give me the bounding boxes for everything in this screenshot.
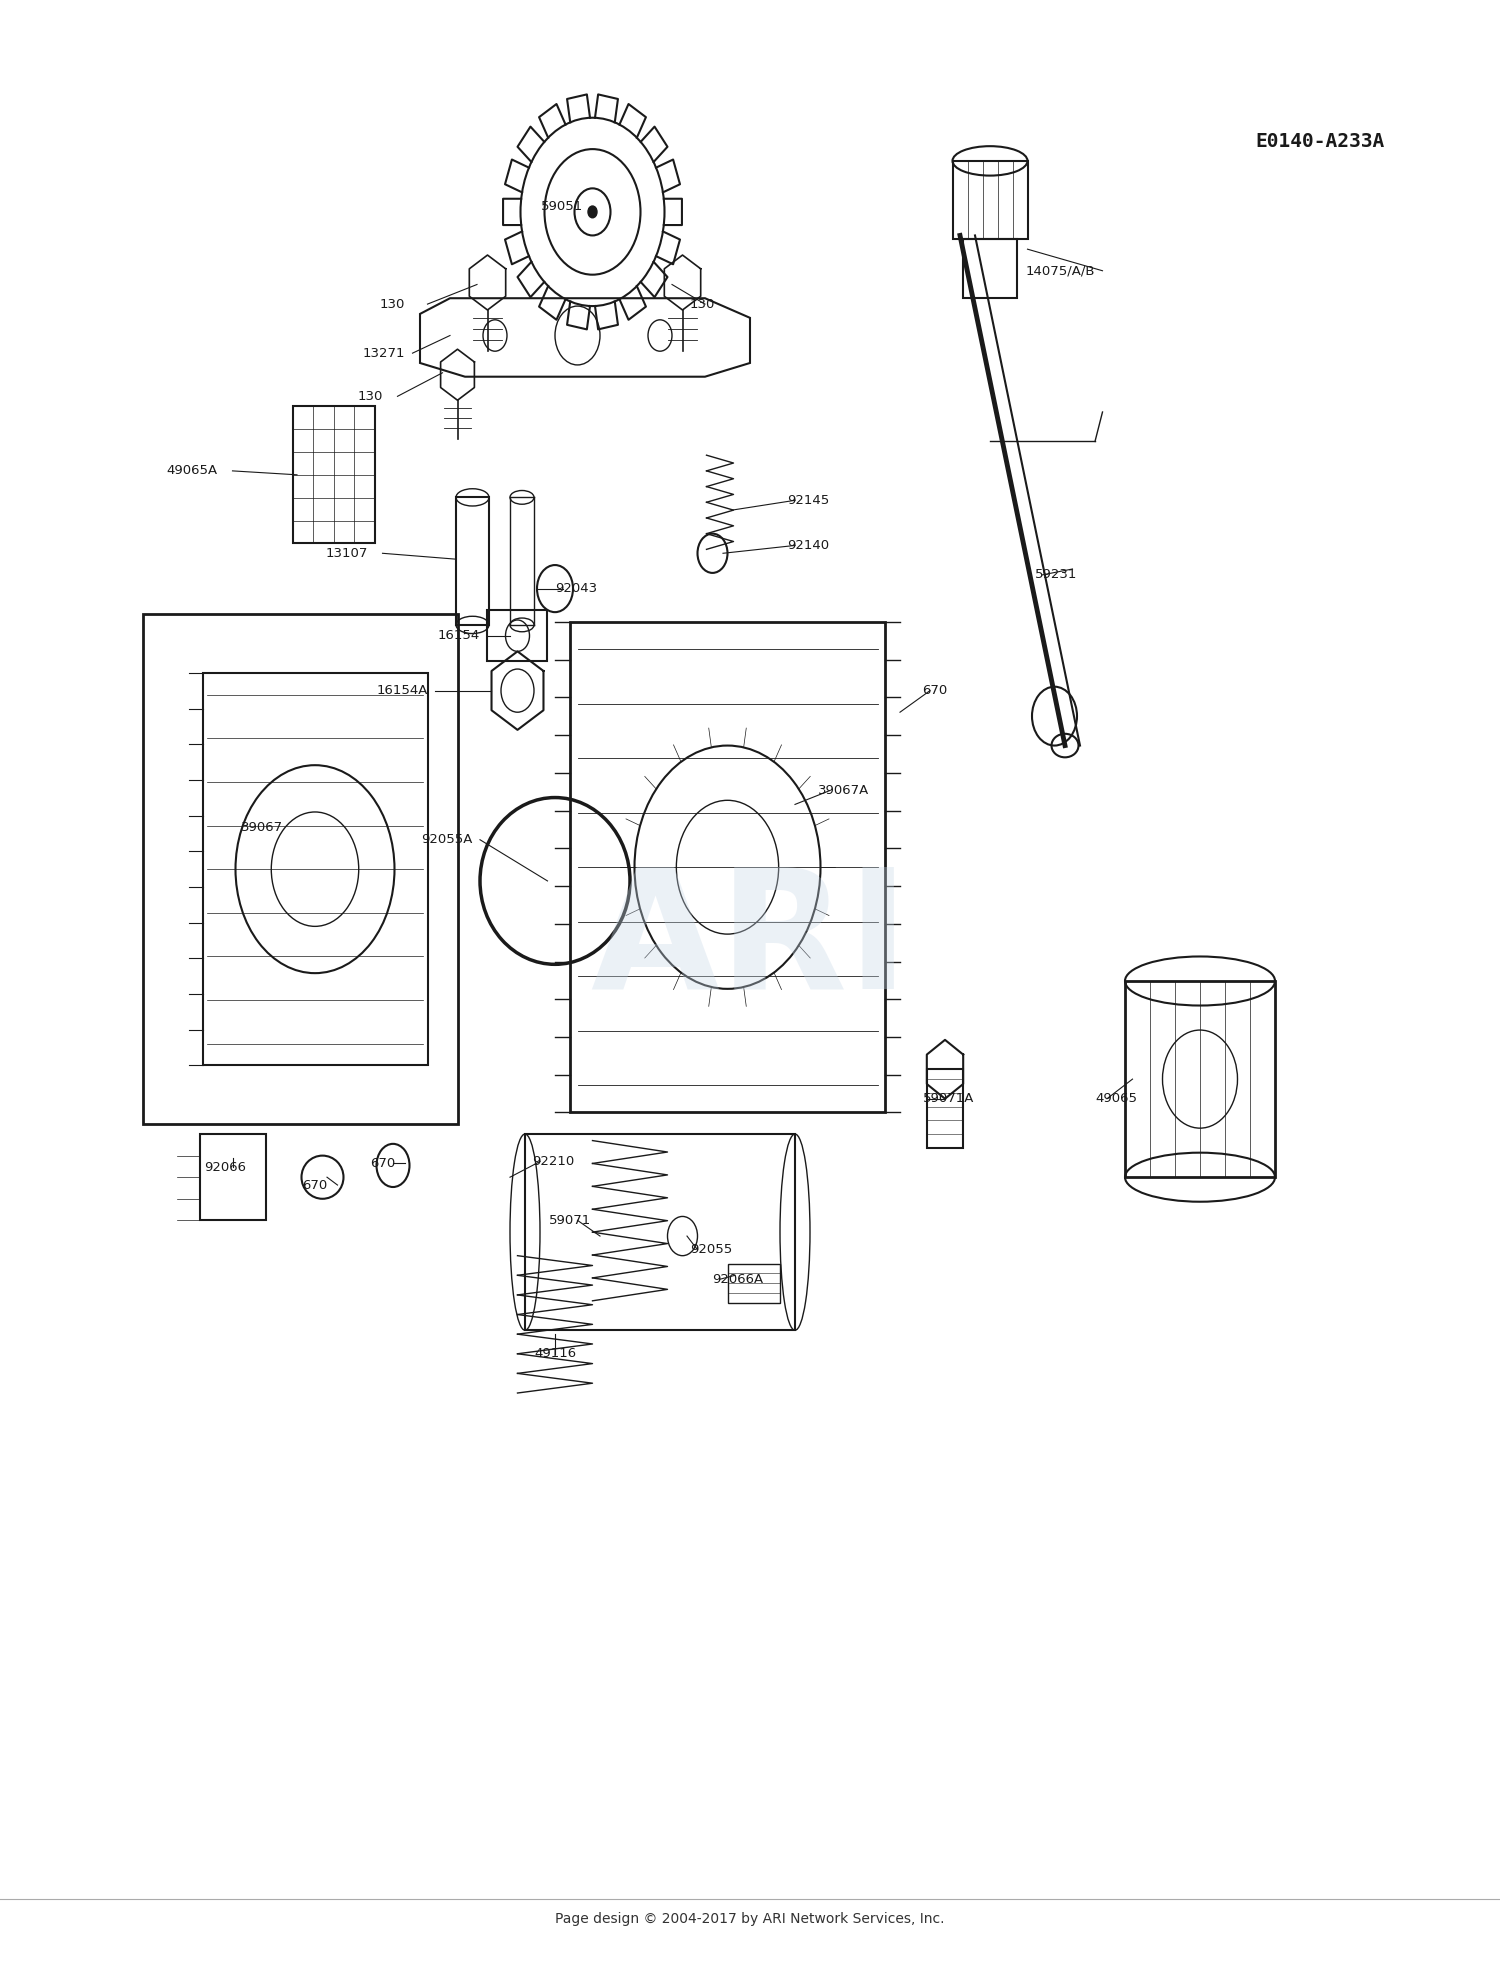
Text: 16154A: 16154A (376, 685, 427, 697)
Text: 670: 670 (370, 1158, 394, 1169)
Text: 92055A: 92055A (422, 834, 472, 846)
Text: 59071A: 59071A (922, 1093, 974, 1105)
Text: 670: 670 (922, 685, 948, 697)
Text: E0140-A233A: E0140-A233A (1256, 131, 1384, 151)
Bar (488, 610, 548, 661)
Bar (927, 1069, 963, 1148)
Bar (1125, 981, 1275, 1177)
Bar (142, 614, 458, 1124)
Text: 92043: 92043 (555, 583, 597, 594)
Bar (200, 1134, 266, 1220)
Text: 130: 130 (380, 298, 405, 310)
Bar (202, 673, 427, 1065)
Text: 13271: 13271 (363, 347, 405, 359)
Bar (963, 239, 1017, 298)
Text: 49065A: 49065A (166, 465, 218, 477)
Text: 92055: 92055 (690, 1244, 732, 1256)
Bar (952, 161, 1028, 239)
Bar (728, 1264, 780, 1303)
Text: ARI: ARI (591, 859, 909, 1024)
Text: 92145: 92145 (788, 494, 830, 506)
Text: 49116: 49116 (534, 1348, 576, 1360)
Text: 16154: 16154 (438, 630, 480, 642)
Text: 670: 670 (303, 1179, 327, 1191)
Bar (292, 406, 375, 543)
Text: 49065: 49065 (1095, 1093, 1137, 1105)
Text: 39067A: 39067A (818, 785, 868, 797)
Text: 59051: 59051 (542, 200, 584, 212)
Text: 92066A: 92066A (712, 1273, 764, 1285)
Bar (525, 1134, 795, 1330)
Text: 92140: 92140 (788, 540, 830, 551)
Bar (456, 496, 489, 624)
Text: 130: 130 (690, 298, 715, 310)
Bar (570, 622, 885, 1112)
Text: 130: 130 (357, 390, 382, 402)
Text: 39067: 39067 (242, 822, 284, 834)
Text: 59071: 59071 (549, 1214, 591, 1226)
Text: 13107: 13107 (326, 547, 368, 559)
Text: 14075/A/B: 14075/A/B (1026, 265, 1095, 277)
Text: 92066: 92066 (204, 1162, 246, 1173)
Circle shape (588, 206, 597, 218)
Text: 59231: 59231 (1035, 569, 1077, 581)
Text: 92210: 92210 (532, 1156, 574, 1167)
Text: Page design © 2004-2017 by ARI Network Services, Inc.: Page design © 2004-2017 by ARI Network S… (555, 1911, 945, 1927)
